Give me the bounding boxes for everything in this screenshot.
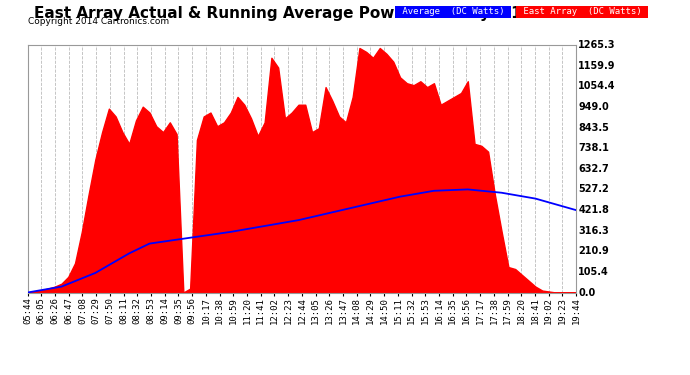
Text: Copyright 2014 Cartronics.com: Copyright 2014 Cartronics.com [28,17,169,26]
Text: Average  (DC Watts): Average (DC Watts) [397,8,510,16]
Text: 210.9: 210.9 [578,246,609,256]
Text: 316.3: 316.3 [578,226,609,236]
Text: 738.1: 738.1 [578,143,609,153]
Text: 1159.9: 1159.9 [578,61,615,70]
Text: East Array  (DC Watts): East Array (DC Watts) [518,8,647,16]
Text: 105.4: 105.4 [578,267,609,277]
Text: 949.0: 949.0 [578,102,609,112]
Text: 0.0: 0.0 [578,288,595,297]
Text: East Array Actual & Running Average Power Thu May 8 19:46: East Array Actual & Running Average Powe… [34,6,560,21]
Text: 843.5: 843.5 [578,123,609,132]
Text: 527.2: 527.2 [578,184,609,194]
Text: 1054.4: 1054.4 [578,81,615,91]
Text: 632.7: 632.7 [578,164,609,174]
Text: 421.8: 421.8 [578,205,609,215]
Text: 1265.3: 1265.3 [578,40,615,50]
